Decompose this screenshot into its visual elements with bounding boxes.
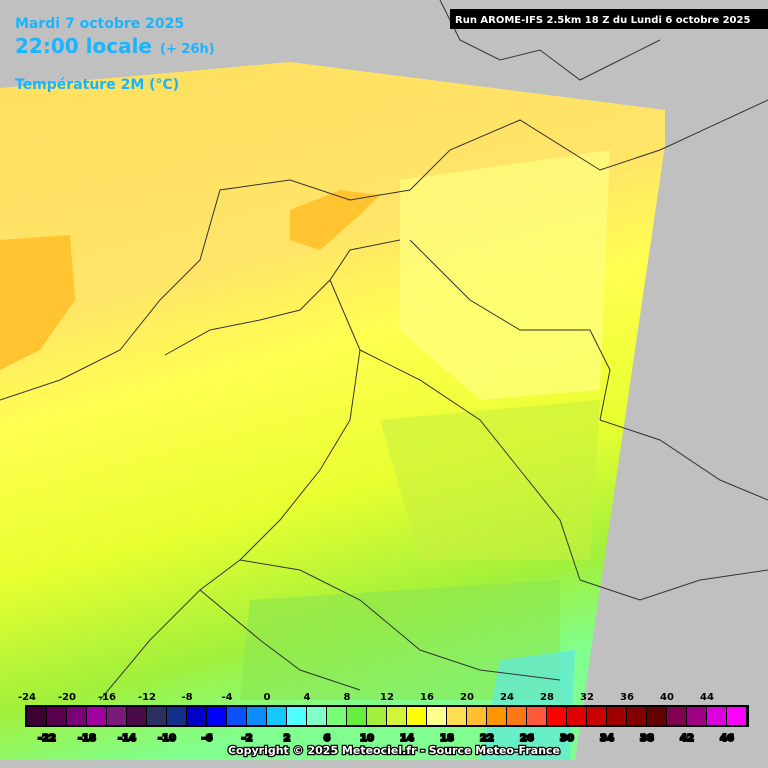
legend-label: -20: [58, 692, 76, 703]
legend-label: -12: [138, 692, 156, 703]
run-info: Run AROME-IFS 2.5km 18 Z du Lundi 6 octo…: [455, 15, 750, 26]
legend-label: 24: [500, 692, 514, 703]
legend-swatch: [467, 707, 486, 725]
legend-swatch: [207, 707, 226, 725]
copyright: Copyright © 2025 Meteociel.fr - Source M…: [228, 744, 560, 757]
legend-label: -4: [221, 692, 232, 703]
legend-swatch: [407, 707, 426, 725]
legend-label: 40: [660, 692, 674, 703]
legend-label: 36: [620, 692, 634, 703]
legend-label: -22: [38, 733, 56, 744]
legend-swatch: [427, 707, 446, 725]
legend-swatch: [687, 707, 706, 725]
legend-swatch: [707, 707, 726, 725]
legend-label: 12: [380, 692, 394, 703]
legend-label: 28: [540, 692, 554, 703]
legend-swatch: [507, 707, 526, 725]
legend-swatch: [167, 707, 186, 725]
legend-swatch: [487, 707, 506, 725]
legend-swatch: [307, 707, 326, 725]
legend-label: 6: [324, 733, 331, 744]
cool-area: [380, 400, 600, 560]
legend-swatch: [667, 707, 686, 725]
legend-label: -10: [158, 733, 176, 744]
legend-swatch: [267, 707, 286, 725]
legend-label: 26: [520, 733, 534, 744]
legend-swatch: [287, 707, 306, 725]
legend-label: 46: [720, 733, 734, 744]
legend-swatch: [607, 707, 626, 725]
legend-swatch: [447, 707, 466, 725]
legend-swatch: [67, 707, 86, 725]
borders: [0, 0, 768, 701]
legend-label: 32: [580, 692, 594, 703]
legend-label: 10: [360, 733, 374, 744]
time: 22:00 locale: [15, 34, 152, 58]
legend-label: 18: [440, 733, 454, 744]
legend-label: -14: [118, 733, 136, 744]
date: Mardi 7 octobre 2025: [15, 16, 184, 32]
legend-swatch: [27, 707, 46, 725]
legend-label: 38: [640, 733, 654, 744]
legend-label: 0: [264, 692, 271, 703]
legend-label: 4: [304, 692, 311, 703]
legend-label: -18: [78, 733, 96, 744]
legend-swatch: [587, 707, 606, 725]
legend-label: -2: [241, 733, 252, 744]
legend-swatch: [527, 707, 546, 725]
legend-label: 14: [400, 733, 414, 744]
legend-label: 20: [460, 692, 474, 703]
legend-swatch: [187, 707, 206, 725]
legend-swatch: [247, 707, 266, 725]
legend-swatch: [367, 707, 386, 725]
run-banner: [450, 9, 768, 29]
legend-swatch: [107, 707, 126, 725]
legend-label: 42: [680, 733, 694, 744]
warm-area: [290, 190, 380, 250]
legend-label: -8: [181, 692, 192, 703]
legend-swatch: [647, 707, 666, 725]
legend-label: 8: [344, 692, 351, 703]
legend-swatch: [727, 707, 746, 725]
legend-label: -6: [201, 733, 212, 744]
legend-swatch: [127, 707, 146, 725]
legend-swatch: [47, 707, 66, 725]
warm-area: [0, 235, 75, 370]
mild-area: [400, 150, 610, 400]
variable: Température 2M (°C): [15, 77, 179, 93]
legend-swatch: [147, 707, 166, 725]
lead-time: (+ 26h): [160, 42, 215, 57]
legend-label: 34: [600, 733, 614, 744]
legend-swatch: [387, 707, 406, 725]
legend-swatch: [567, 707, 586, 725]
legend-label: -16: [98, 692, 116, 703]
legend-label: 2: [284, 733, 291, 744]
legend-swatch: [87, 707, 106, 725]
legend-swatch: [627, 707, 646, 725]
legend-swatch: [227, 707, 246, 725]
legend-swatch: [327, 707, 346, 725]
legend-swatch: [547, 707, 566, 725]
legend-label: 22: [480, 733, 494, 744]
legend-label: 44: [700, 692, 714, 703]
legend-label: -24: [18, 692, 36, 703]
legend-label: 16: [420, 692, 434, 703]
legend-swatch: [347, 707, 366, 725]
legend-label: 30: [560, 733, 574, 744]
legend: -24-22-20-18-16-14-12-10-8-6-4-202468101…: [18, 692, 749, 745]
